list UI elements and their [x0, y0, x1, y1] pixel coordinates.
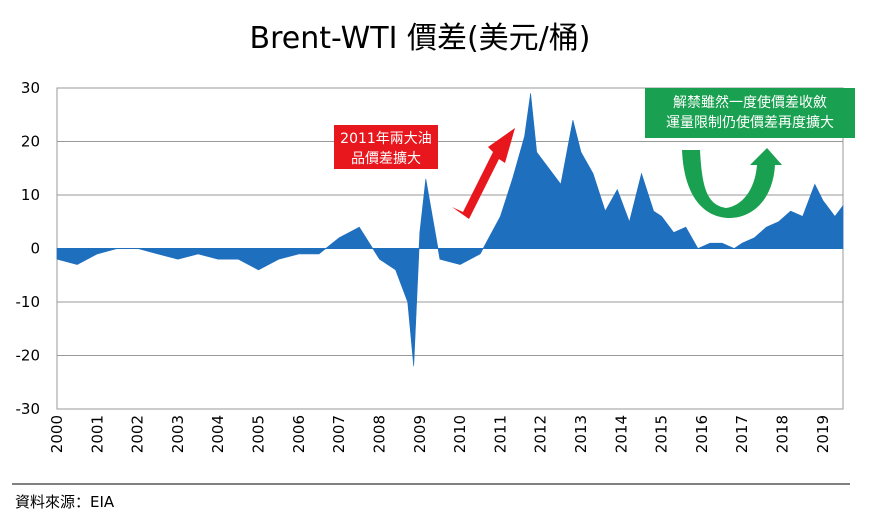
x-tick-label: 2002: [129, 415, 147, 453]
x-tick-label: 2010: [451, 415, 469, 453]
x-tick-label: 2004: [209, 415, 227, 453]
x-tick-label: 2001: [88, 415, 106, 453]
x-tick-label: 2012: [532, 415, 550, 453]
x-tick-label: 2006: [290, 415, 308, 453]
chart-title: Brent-WTI 價差(美元/桶): [250, 21, 591, 56]
annotation-red-box: [334, 125, 438, 169]
x-tick-label: 2016: [693, 415, 711, 453]
y-tick-label: -20: [16, 347, 41, 365]
y-tick-label: 10: [21, 186, 40, 204]
y-tick-label: 20: [21, 133, 40, 151]
x-tick-label: 2008: [370, 415, 388, 453]
x-tick-label: 2013: [572, 415, 590, 453]
source-text: 資料來源：EIA: [15, 493, 115, 511]
y-tick-label: -10: [16, 293, 41, 311]
x-axis-ticks: 2000 2001 2002 2003 2004 2005 2006 2007 2008 2009…: [48, 415, 832, 453]
x-tick-label: 2003: [169, 415, 187, 453]
annotation-green-box: [645, 88, 855, 138]
annotation-green-line2: 運量限制仍使價差再度擴大: [666, 114, 834, 131]
y-tick-label: -30: [16, 400, 41, 418]
x-tick-label: 2019: [814, 415, 832, 453]
x-tick-label: 2018: [774, 415, 792, 453]
x-tick-label: 2000: [48, 415, 66, 453]
annotation-red-line1: 2011年兩大油: [340, 131, 432, 147]
annotation-green-line1: 解禁雖然一度使價差收斂: [673, 94, 827, 111]
spread-series-area: [56, 93, 844, 367]
red-up-arrow-icon: [452, 128, 515, 219]
x-tick-label: 2017: [733, 415, 751, 453]
x-tick-label: 2011: [491, 415, 509, 453]
annotation-red-line2: 品價差擴大: [351, 150, 421, 167]
y-axis-ticks: 30 20 10 0 -10 -20 -30: [16, 79, 41, 418]
x-tick-label: 2009: [411, 415, 429, 453]
green-u-arrow-icon: [682, 148, 782, 218]
x-tick-label: 2005: [250, 415, 268, 453]
x-tick-label: 2007: [330, 415, 348, 453]
y-tick-label: 30: [21, 79, 40, 97]
y-tick-label: 0: [30, 240, 40, 258]
x-tick-label: 2015: [653, 415, 671, 453]
x-tick-label: 2014: [612, 415, 630, 453]
